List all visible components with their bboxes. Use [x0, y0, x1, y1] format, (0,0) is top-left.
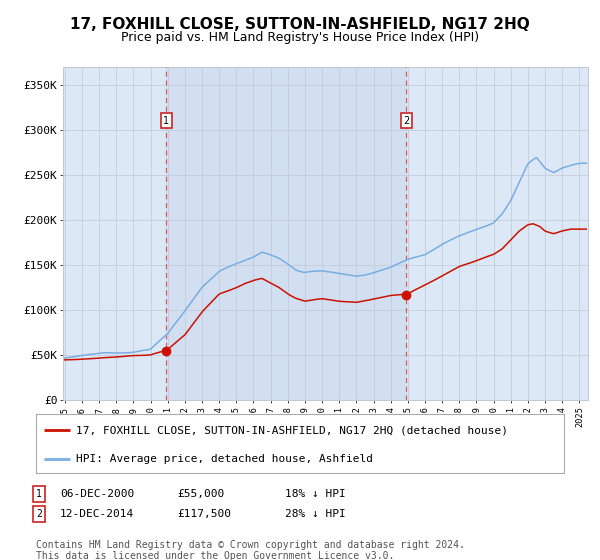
Text: £55,000: £55,000	[177, 489, 224, 499]
Text: Price paid vs. HM Land Registry's House Price Index (HPI): Price paid vs. HM Land Registry's House …	[121, 31, 479, 44]
Text: £117,500: £117,500	[177, 509, 231, 519]
Text: 17, FOXHILL CLOSE, SUTTON-IN-ASHFIELD, NG17 2HQ (detached house): 17, FOXHILL CLOSE, SUTTON-IN-ASHFIELD, N…	[76, 425, 508, 435]
Text: HPI: Average price, detached house, Ashfield: HPI: Average price, detached house, Ashf…	[76, 454, 373, 464]
Text: 17, FOXHILL CLOSE, SUTTON-IN-ASHFIELD, NG17 2HQ: 17, FOXHILL CLOSE, SUTTON-IN-ASHFIELD, N…	[70, 17, 530, 32]
Text: 12-DEC-2014: 12-DEC-2014	[60, 509, 134, 519]
Text: 2: 2	[403, 115, 410, 125]
Bar	[166, 67, 406, 400]
Text: 06-DEC-2000: 06-DEC-2000	[60, 489, 134, 499]
Text: 1: 1	[163, 115, 169, 125]
Text: 18% ↓ HPI: 18% ↓ HPI	[285, 489, 346, 499]
Text: Contains HM Land Registry data © Crown copyright and database right 2024.
This d: Contains HM Land Registry data © Crown c…	[36, 540, 465, 560]
Text: 28% ↓ HPI: 28% ↓ HPI	[285, 509, 346, 519]
Text: 1: 1	[36, 489, 42, 499]
Text: 2: 2	[36, 509, 42, 519]
